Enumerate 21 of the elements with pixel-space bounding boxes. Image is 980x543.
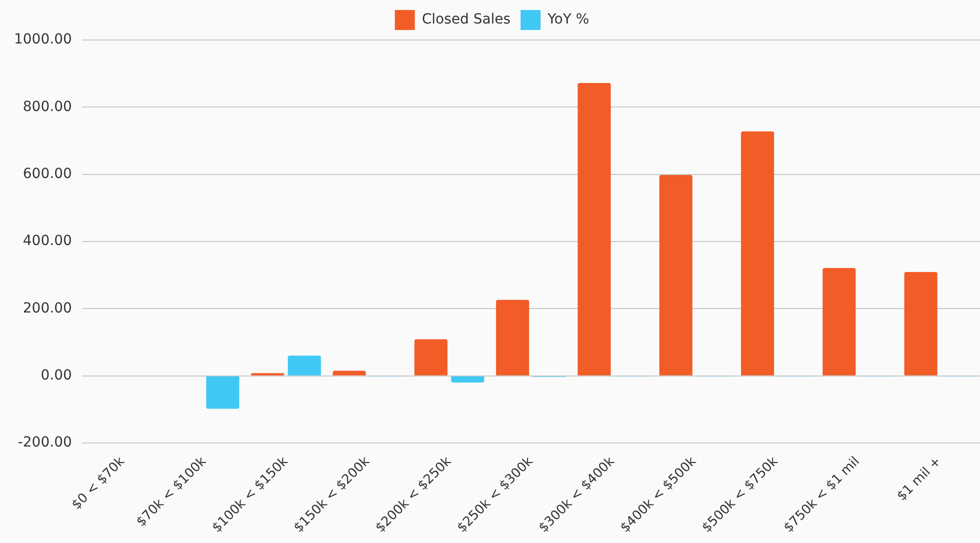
y-tick-label: 1000.00 [14,32,72,48]
bar [451,376,484,383]
bar [206,376,240,409]
y-tick-label: 400.00 [22,233,72,250]
y-tick-label: -200.00 [18,434,72,451]
y-tick-label: 600.00 [22,166,72,182]
bar [496,300,530,376]
y-tick-label: 200.00 [22,300,72,316]
y-tick-label: 0.00 [40,367,72,384]
legend-label: Closed Sales [422,12,511,28]
bar [904,272,938,376]
bar [332,370,366,376]
x-tick-label: $1 mil + [894,454,944,504]
bar [740,131,774,376]
bar [822,268,856,376]
bar [659,175,692,376]
bar [414,339,448,376]
bar [578,82,611,376]
bar [288,356,321,376]
legend-label: YoY % [546,12,590,28]
y-tick-label: 800.00 [22,98,72,115]
